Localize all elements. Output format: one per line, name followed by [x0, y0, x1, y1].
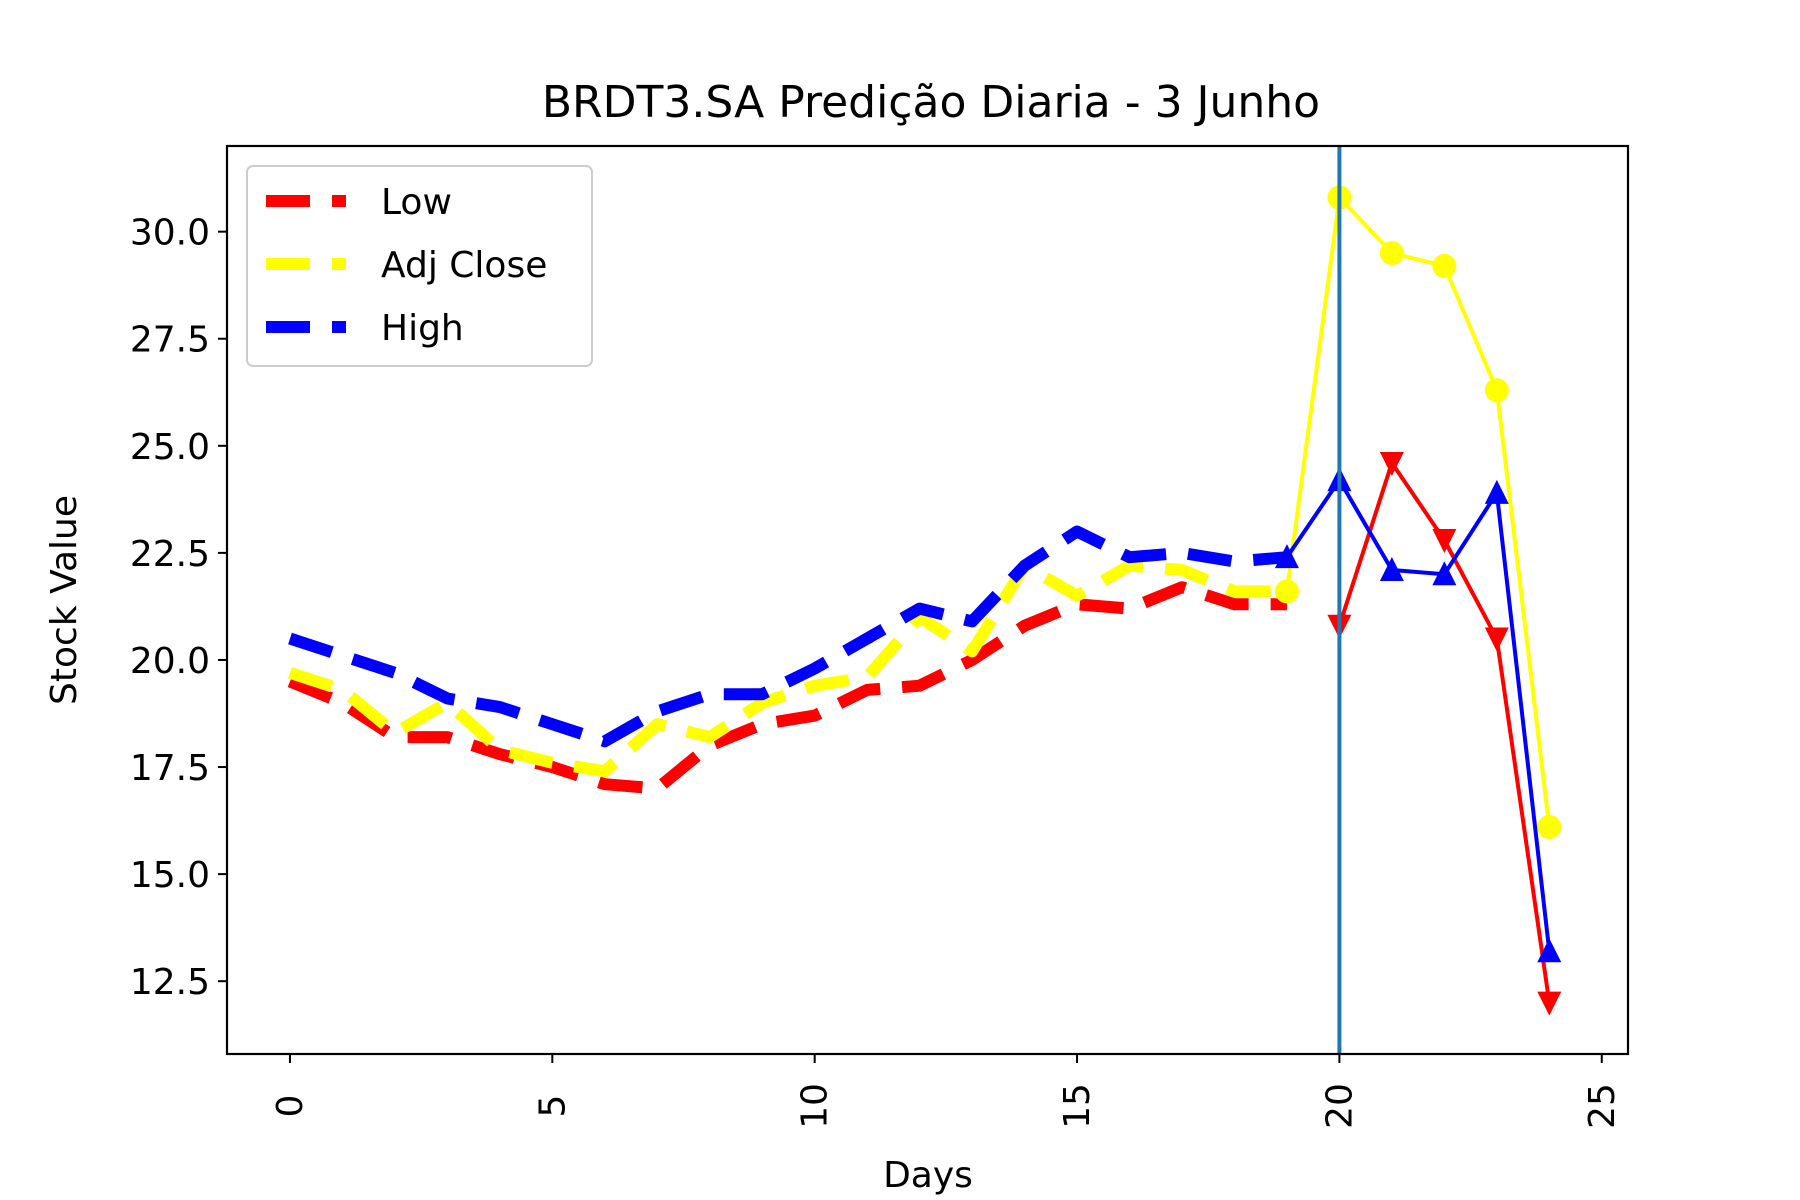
- y-tick-label: 22.5: [130, 534, 210, 575]
- data-point-adj-close: [1432, 253, 1457, 278]
- y-tick-label: 15.0: [130, 855, 210, 896]
- historical-line-low: [287, 581, 1287, 795]
- legend-box: [246, 165, 593, 367]
- data-point-adj-close: [1537, 815, 1562, 839]
- historical-line-adj-close: [288, 559, 1287, 778]
- data-point-high: [1484, 479, 1509, 504]
- data-point-low: [1484, 627, 1509, 652]
- legend: Low Adj Close High: [246, 165, 593, 367]
- x-tick-label: 10: [795, 1083, 836, 1129]
- predicted-line-high: [1285, 478, 1552, 952]
- data-point-adj-close: [1379, 241, 1404, 266]
- x-tick-label: 0: [270, 1095, 311, 1118]
- axes-layer: 0 5 10 15 20 25 12.5 15.0 17.5 20.0 22.5 25.0 27.5 30…: [130, 213, 1623, 1129]
- y-tick-label: 30.0: [130, 213, 210, 254]
- data-point-adj-close: [1274, 579, 1299, 604]
- data-point-adj-close: [1484, 378, 1509, 403]
- y-axis-label: Stock Value: [44, 495, 85, 705]
- legend-label-high: High: [381, 308, 464, 349]
- y-tick-label: 27.5: [130, 320, 210, 361]
- y-tick-label: 17.5: [130, 748, 210, 789]
- x-axis-label: Days: [883, 1155, 973, 1196]
- data-point-high: [1274, 544, 1299, 569]
- legend-label-adj-close: Adj Close: [381, 245, 547, 286]
- data-point-high: [1537, 938, 1562, 963]
- y-tick-label: 25.0: [130, 427, 210, 468]
- historical-line-high: [288, 525, 1288, 748]
- data-point-low: [1379, 451, 1404, 476]
- legend-label-low: Low: [381, 182, 452, 223]
- data-point-low: [1432, 529, 1457, 554]
- chart-title: BRDT3.SA Predição Diaria - 3 Junho: [542, 77, 1320, 128]
- predicted-line-adj-close: [1284, 195, 1552, 828]
- plot-layer: [287, 146, 1562, 1054]
- x-tick-label: 25: [1582, 1083, 1623, 1129]
- x-tick-label: 20: [1319, 1083, 1360, 1129]
- data-point-high: [1432, 561, 1457, 586]
- x-tick-label: 15: [1057, 1083, 1098, 1129]
- data-point-high: [1379, 557, 1404, 582]
- x-tick-label: 5: [532, 1095, 573, 1118]
- y-tick-label: 20.0: [130, 641, 210, 682]
- y-tick-label: 12.5: [130, 962, 210, 1003]
- data-point-low: [1537, 991, 1562, 1016]
- plot-frame: [225, 144, 1630, 1056]
